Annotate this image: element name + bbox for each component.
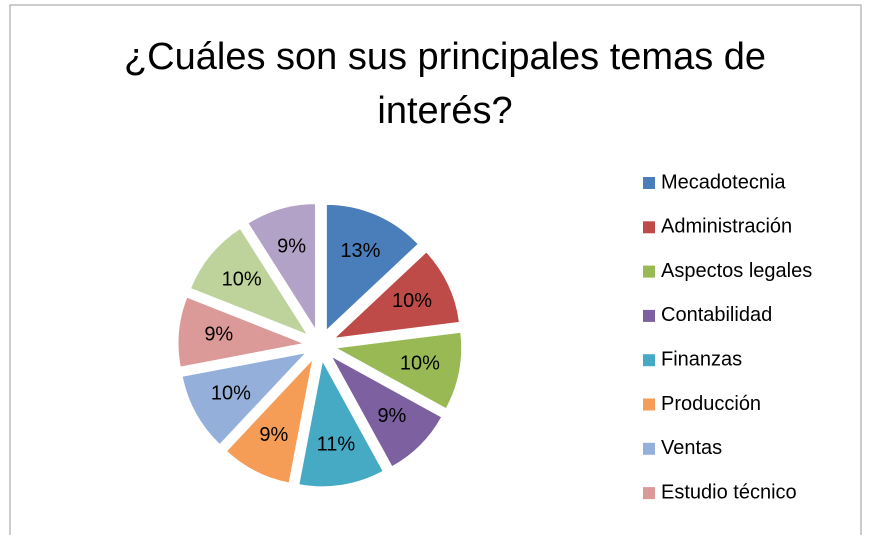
data-label: 11% (317, 434, 356, 456)
pie-slice (181, 351, 308, 446)
legend-swatch (643, 442, 655, 455)
pie-slice (189, 227, 309, 336)
data-label: 9% (377, 405, 406, 427)
legend-label: Contabilidad (661, 304, 772, 326)
legend-swatch (643, 309, 655, 322)
pie-slice (298, 359, 384, 488)
pie-slice (177, 296, 306, 368)
data-label: 9% (204, 324, 233, 346)
legend-label: Estudio técnico (661, 481, 797, 503)
pie-slice (225, 357, 314, 484)
data-label: 10% (392, 290, 432, 312)
data-label: 10% (400, 352, 440, 374)
legend-swatch (643, 487, 655, 500)
data-label: 13% (340, 240, 380, 262)
data-label: 9% (277, 236, 306, 258)
chart-title: ¿Cuáles son sus principales temas de int… (123, 36, 767, 132)
legend-label: Mecadotecnia (661, 171, 786, 193)
legend-label: Aspectos legales (661, 260, 812, 282)
data-label: 10% (222, 268, 262, 290)
legend-label: Ventas (661, 437, 722, 459)
legend-swatch (643, 265, 655, 278)
legend-swatch (643, 221, 655, 234)
legend-swatch (643, 354, 655, 367)
legend-swatch (643, 398, 655, 411)
data-label: 10% (211, 382, 251, 404)
pie-slice (247, 203, 317, 332)
pie-slice (325, 203, 419, 332)
data-label: 9% (259, 424, 288, 446)
legend-label: Administración (661, 216, 792, 238)
frame (9, 4, 862, 535)
legend-label: Finanzas (661, 348, 742, 370)
pie-slice (330, 355, 443, 468)
pie-slice (334, 331, 463, 410)
legend-swatch (643, 177, 655, 189)
legend-label: Producción (661, 393, 761, 415)
pie-slice (333, 251, 461, 339)
